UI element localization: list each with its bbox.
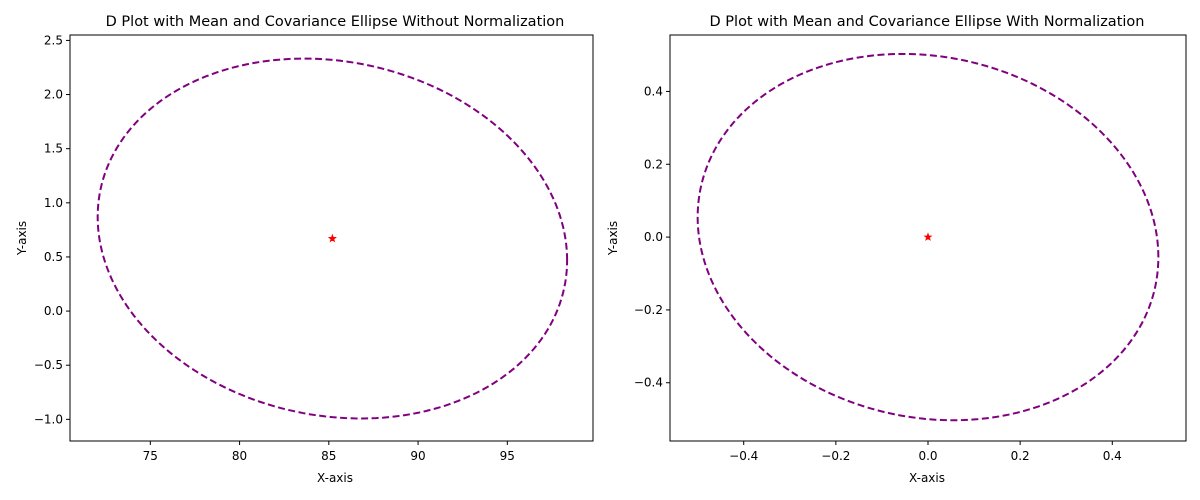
axes-frame-1 (69, 34, 594, 442)
y-tick-label: −1.0 (34, 412, 63, 426)
plot-area-2 (696, 52, 1160, 422)
chart-panel-2: D Plot with Mean and Covariance Ellipse … (606, 14, 1187, 485)
x-ticks-1: 75 80 85 90 95 (143, 441, 515, 463)
y-tick-label: 0.4 (644, 84, 663, 98)
x-tick-label: 95 (500, 449, 515, 463)
mean-marker-2 (923, 232, 933, 241)
y-ticks-2: −0.4 −0.2 0.0 0.2 0.4 (634, 84, 670, 390)
chart-title-2: D Plot with Mean and Covariance Ellipse … (710, 14, 1145, 30)
plot-area-1 (96, 57, 569, 420)
y-tick-label: −0.5 (34, 358, 63, 372)
y-tick-label: 1.0 (44, 196, 63, 210)
x-ticks-2: −0.4 −0.2 0.0 0.2 0.4 (729, 441, 1122, 463)
y-axis-label-2: Y-axis (606, 221, 620, 256)
x-tick-label: 75 (143, 449, 158, 463)
y-ticks-1: −1.0 −0.5 0.0 0.5 1.0 1.5 2.0 2.5 (34, 33, 70, 426)
y-tick-label: 2.0 (44, 88, 63, 102)
y-tick-label: −0.2 (634, 303, 663, 317)
x-tick-label: 80 (232, 449, 247, 463)
x-tick-label: −0.4 (729, 449, 758, 463)
y-axis-label-1: Y-axis (15, 221, 29, 256)
x-axis-label-2: X-axis (909, 471, 945, 485)
y-tick-label: 1.5 (44, 142, 63, 156)
x-tick-label: 0.4 (1103, 449, 1122, 463)
chart-title-1: D Plot with Mean and Covariance Ellipse … (106, 14, 565, 30)
y-tick-label: 2.5 (44, 33, 63, 47)
x-tick-label: 90 (410, 449, 425, 463)
x-tick-label: 0.2 (1011, 449, 1030, 463)
mean-marker-1 (327, 233, 337, 243)
y-tick-label: 0.0 (44, 304, 63, 318)
y-tick-label: 0.5 (44, 250, 63, 264)
y-tick-label: 0.2 (644, 157, 663, 171)
covariance-ellipse-1 (96, 57, 569, 420)
y-tick-label: 0.0 (644, 230, 663, 244)
x-tick-label: 85 (321, 449, 336, 463)
x-axis-label-1: X-axis (317, 471, 353, 485)
y-tick-label: −0.4 (634, 376, 663, 390)
chart-panel-1: D Plot with Mean and Covariance Ellipse … (15, 14, 594, 485)
covariance-ellipse-2 (696, 52, 1160, 422)
x-tick-label: −0.2 (821, 449, 850, 463)
x-tick-label: 0.0 (918, 449, 937, 463)
